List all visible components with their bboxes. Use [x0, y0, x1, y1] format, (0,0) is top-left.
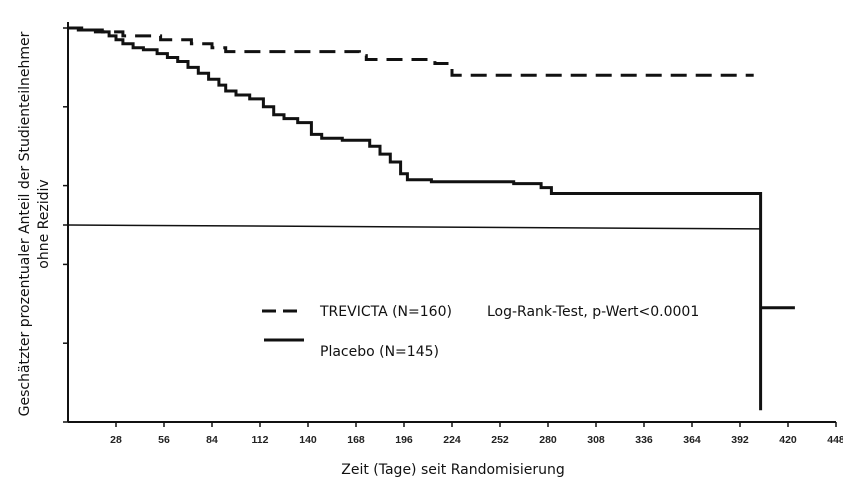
x-tick-labels: 28 56 84 112 140 168 196 224 252 280 308 336 364 392 4… [110, 434, 843, 446]
x-tick-label-364: 364 [683, 434, 701, 446]
series-line-reference [67, 224, 761, 230]
x-tick-label-140: 140 [299, 434, 317, 446]
x-tick-label-280: 280 [539, 434, 557, 446]
x-tick-label-252: 252 [491, 434, 509, 446]
legend: TREVICTA (N=160) Placebo (N=145) [262, 304, 452, 360]
x-tick-label-224: 224 [443, 434, 461, 446]
x-tick-label-196: 196 [395, 434, 413, 446]
log-rank-annotation: Log-Rank-Test, p-Wert<0.0001 [487, 304, 699, 320]
x-tick-label-308: 308 [587, 434, 605, 446]
tick-marks [63, 27, 837, 427]
x-tick-label-168: 168 [347, 434, 365, 446]
series-line-placebo [68, 26, 795, 411]
x-tick-label-28: 28 [110, 434, 122, 446]
x-tick-label-448: 448 [827, 434, 843, 446]
x-axis-title: Zeit (Tage) seit Randomisierung [341, 462, 565, 478]
x-tick-label-392: 392 [731, 434, 749, 446]
x-tick-label-56: 56 [158, 434, 170, 446]
series-lines [67, 26, 795, 411]
x-tick-label-84: 84 [206, 434, 218, 446]
axes [67, 22, 836, 423]
x-tick-label-112: 112 [252, 434, 269, 446]
series-line-trevicta [68, 26, 754, 77]
legend-label-trevicta: TREVICTA (N=160) [319, 304, 452, 320]
y-axis-title: Geschätzter prozentualer Anteil der Stud… [17, 31, 52, 416]
legend-label-placebo: Placebo (N=145) [320, 344, 439, 360]
x-tick-label-420: 420 [779, 434, 797, 446]
x-tick-label-336: 336 [635, 434, 653, 446]
